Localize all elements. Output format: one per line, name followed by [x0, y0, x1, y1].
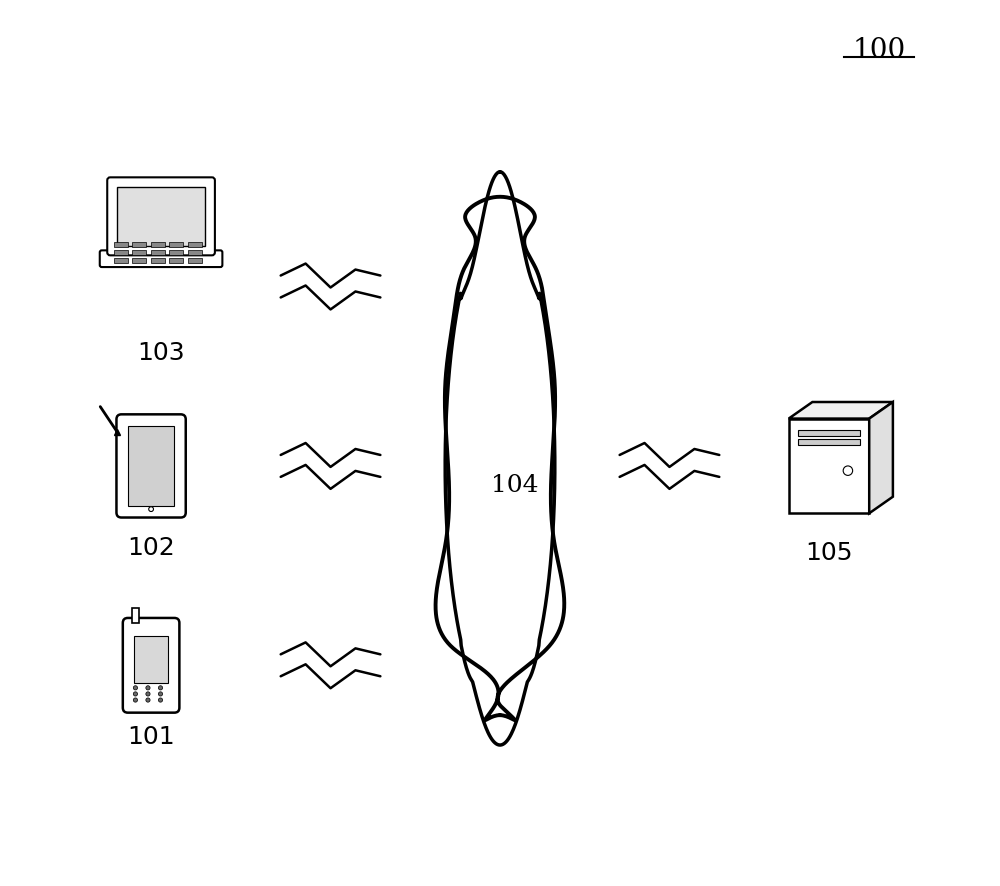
Bar: [169, 258, 183, 262]
Bar: [169, 250, 183, 255]
Bar: [114, 250, 128, 255]
Circle shape: [158, 686, 163, 690]
Bar: [132, 242, 146, 247]
Bar: [114, 258, 128, 262]
Polygon shape: [789, 402, 893, 418]
Text: 100: 100: [852, 36, 905, 64]
Circle shape: [149, 507, 153, 511]
Bar: [114, 242, 128, 247]
Polygon shape: [869, 402, 893, 513]
Circle shape: [843, 466, 853, 476]
Bar: [188, 258, 202, 262]
Text: 104: 104: [491, 474, 539, 497]
Circle shape: [146, 686, 150, 690]
Circle shape: [133, 698, 138, 703]
Circle shape: [133, 692, 138, 696]
Text: 101: 101: [127, 725, 175, 749]
Circle shape: [146, 692, 150, 696]
Circle shape: [158, 692, 163, 696]
Text: 103: 103: [137, 341, 185, 365]
Bar: [151, 242, 165, 247]
Bar: [169, 242, 183, 247]
Text: 102: 102: [127, 536, 175, 560]
Bar: [188, 242, 202, 247]
Bar: [151, 258, 165, 262]
FancyBboxPatch shape: [123, 618, 179, 712]
Bar: [798, 439, 860, 445]
Bar: [798, 430, 860, 436]
Bar: [789, 418, 869, 513]
Bar: [132, 250, 146, 255]
Circle shape: [146, 698, 150, 703]
Bar: [128, 426, 174, 506]
Text: 105: 105: [805, 540, 853, 564]
Bar: [132, 608, 139, 623]
Bar: [132, 258, 146, 262]
Bar: [134, 636, 168, 683]
FancyBboxPatch shape: [116, 415, 186, 517]
Circle shape: [158, 698, 163, 703]
Bar: [188, 250, 202, 255]
Bar: [117, 187, 205, 245]
Bar: [151, 250, 165, 255]
FancyBboxPatch shape: [107, 177, 215, 255]
FancyBboxPatch shape: [100, 251, 222, 267]
Circle shape: [133, 686, 138, 690]
